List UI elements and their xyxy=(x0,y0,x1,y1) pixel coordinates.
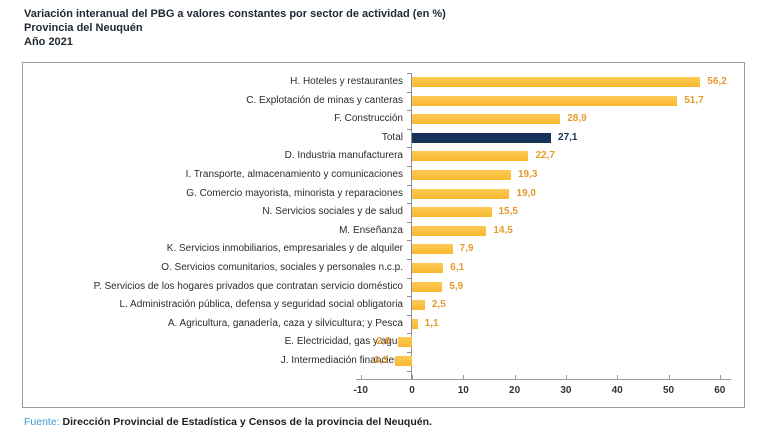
value-label: 51,7 xyxy=(684,94,704,106)
category-label: Total xyxy=(381,131,403,143)
category-label: O. Servicios comunitarios, sociales y pe… xyxy=(161,262,403,273)
x-axis-tick xyxy=(719,375,721,379)
x-axis-tick xyxy=(463,375,465,379)
category-label: M. Enseñanza xyxy=(339,224,403,236)
value-label: 27,1 xyxy=(558,131,578,143)
value-label: -3,3 xyxy=(370,355,389,366)
bar xyxy=(412,281,443,292)
value-label: 1,1 xyxy=(424,317,439,329)
x-axis-tick xyxy=(360,375,362,379)
x-axis-line xyxy=(356,379,732,380)
bar xyxy=(412,151,529,162)
x-axis-tick-label: 40 xyxy=(611,385,623,396)
y-axis-tick xyxy=(407,259,411,260)
y-axis-tick xyxy=(407,370,411,372)
category-label: C. Explotación de minas y canteras xyxy=(246,94,403,106)
category-label: J. Intermediación financiera xyxy=(280,355,403,366)
category-label: D. Industria manufacturera xyxy=(284,150,403,162)
chart-subtitle-province: Provincia del Neuquén xyxy=(24,22,143,34)
bar xyxy=(397,337,412,348)
y-axis-tick xyxy=(407,221,411,223)
y-axis-tick xyxy=(407,110,411,112)
bar xyxy=(412,244,453,255)
category-label: L. Administración pública, defensa y seg… xyxy=(119,299,403,311)
y-axis-line xyxy=(411,73,412,379)
x-axis-tick xyxy=(412,375,413,379)
bar xyxy=(412,318,418,329)
category-label: H. Hoteles y restaurantes xyxy=(290,76,403,87)
value-label: -2,8 xyxy=(373,336,391,348)
y-axis-tick xyxy=(407,166,411,167)
y-axis-tick xyxy=(407,147,411,149)
x-axis-tick-label: -10 xyxy=(353,385,368,396)
y-axis-tick xyxy=(407,203,411,205)
x-axis-tick xyxy=(514,375,516,379)
value-label: 28,9 xyxy=(567,113,587,125)
x-axis-tick xyxy=(668,375,670,379)
bar xyxy=(395,356,412,366)
x-axis-tick-label: 30 xyxy=(560,385,572,396)
source-note: Fuente: Dirección Provincial de Estadíst… xyxy=(24,415,432,429)
y-axis-tick xyxy=(407,296,411,298)
y-axis-tick xyxy=(407,73,411,74)
x-axis-tick-label: 0 xyxy=(409,385,415,396)
y-axis-tick xyxy=(407,277,411,279)
value-label: 56,2 xyxy=(707,76,727,87)
source-label: Fuente: xyxy=(24,416,60,428)
bar xyxy=(412,170,511,180)
category-label: F. Construcción xyxy=(334,113,403,125)
bar xyxy=(412,95,678,106)
bar xyxy=(412,300,425,311)
bar-total xyxy=(412,132,552,143)
bar xyxy=(412,77,701,87)
bar-chart: H. Hoteles y restaurantes 56,2 C. Explotac… xyxy=(22,62,745,408)
category-label: G. Comercio mayorista, minorista y repar… xyxy=(186,187,403,199)
value-label: 6,1 xyxy=(450,262,465,273)
category-label: P. Servicios de los hogares privados que… xyxy=(93,280,403,292)
y-axis-tick xyxy=(407,184,411,186)
value-label: 19,0 xyxy=(516,187,536,199)
bar xyxy=(412,263,444,273)
y-axis-tick xyxy=(407,314,411,316)
x-axis-tick-label: 10 xyxy=(457,385,469,396)
category-label: I. Transporte, almacenamiento y comunica… xyxy=(185,169,403,180)
y-axis-tick xyxy=(407,91,411,93)
chart-title-block: Variación interanual del PBG a valores c… xyxy=(24,7,724,49)
bar xyxy=(412,207,492,218)
x-axis-tick-label: 60 xyxy=(714,385,726,396)
category-label: K. Servicios inmobiliarios, empresariale… xyxy=(166,243,403,255)
bar xyxy=(412,188,510,199)
bar xyxy=(412,114,561,125)
category-label: E. Electricidad, gas y agua xyxy=(284,336,403,348)
x-axis-tick-label: 50 xyxy=(662,385,675,396)
y-axis-tick xyxy=(407,333,411,335)
value-label: 5,9 xyxy=(449,280,464,292)
y-axis-tick xyxy=(407,128,411,130)
bar xyxy=(412,225,487,236)
value-label: 14,5 xyxy=(493,224,513,236)
source-text: Dirección Provincial de Estadística y Ce… xyxy=(62,416,432,428)
value-label: 22,7 xyxy=(535,150,555,162)
chart-subtitle-year: Año 2021 xyxy=(24,36,73,48)
category-label: A. Agricultura, ganadería, caza y silvic… xyxy=(167,317,403,329)
category-label: N. Servicios sociales y de salud xyxy=(262,206,403,218)
y-axis-tick xyxy=(407,240,411,242)
x-axis-tick xyxy=(565,375,567,379)
value-label: 19,3 xyxy=(518,169,538,180)
x-axis-tick-label: 20 xyxy=(509,385,521,396)
value-label: 7,9 xyxy=(459,243,474,255)
x-axis-tick xyxy=(617,375,619,379)
chart-title: Variación interanual del PBG a valores c… xyxy=(24,8,446,20)
y-axis-tick xyxy=(407,352,411,353)
value-label: 2,5 xyxy=(431,299,446,311)
value-label: 15,5 xyxy=(498,206,518,218)
